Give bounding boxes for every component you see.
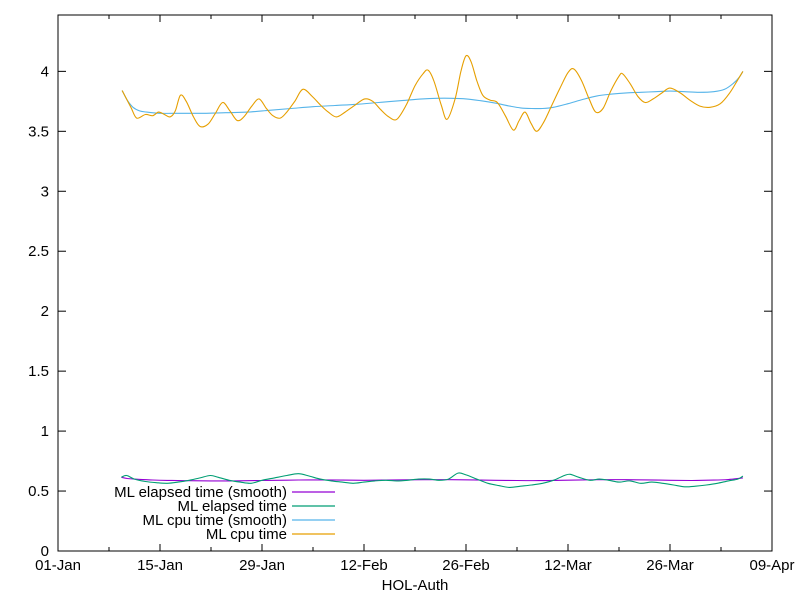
x-tick-label: 09-Apr	[749, 557, 794, 574]
series-line-ml-cpu-time	[121, 54, 744, 132]
y-tick-label: 1	[41, 423, 49, 440]
x-tick-label: 26-Mar	[646, 557, 694, 574]
legend-item-label: ML cpu time (smooth)	[143, 512, 288, 529]
y-tick-label: 4	[41, 63, 49, 80]
y-tick-label: 3.5	[28, 123, 49, 140]
y-tick-label: 3	[41, 183, 49, 200]
x-axis-title: HOL-Auth	[382, 577, 449, 594]
legend-item-label: ML elapsed time (smooth)	[114, 484, 287, 501]
y-tick-label: 2.5	[28, 243, 49, 260]
plot-border	[57, 14, 773, 552]
series-line-ml-elapsed-time-smooth	[121, 476, 743, 482]
series-line-ml-cpu-time-smooth	[121, 71, 744, 114]
x-tick-label: 29-Jan	[239, 557, 285, 574]
y-tick-label: 2	[41, 303, 49, 320]
y-tick-label: 0	[41, 543, 49, 560]
y-tick-label: 1.5	[28, 363, 49, 380]
y-tick-label: 0.5	[28, 483, 49, 500]
x-tick-label: 12-Feb	[340, 557, 388, 574]
x-tick-label: 12-Mar	[544, 557, 592, 574]
series-line-ml-elapsed-time	[121, 472, 744, 488]
x-tick-label: 26-Feb	[442, 557, 490, 574]
x-tick-label: 15-Jan	[137, 557, 183, 574]
x-tick-label: 01-Jan	[35, 557, 81, 574]
legend-item-label: ML cpu time	[206, 526, 287, 543]
legend-item-label: ML elapsed time	[178, 498, 288, 515]
